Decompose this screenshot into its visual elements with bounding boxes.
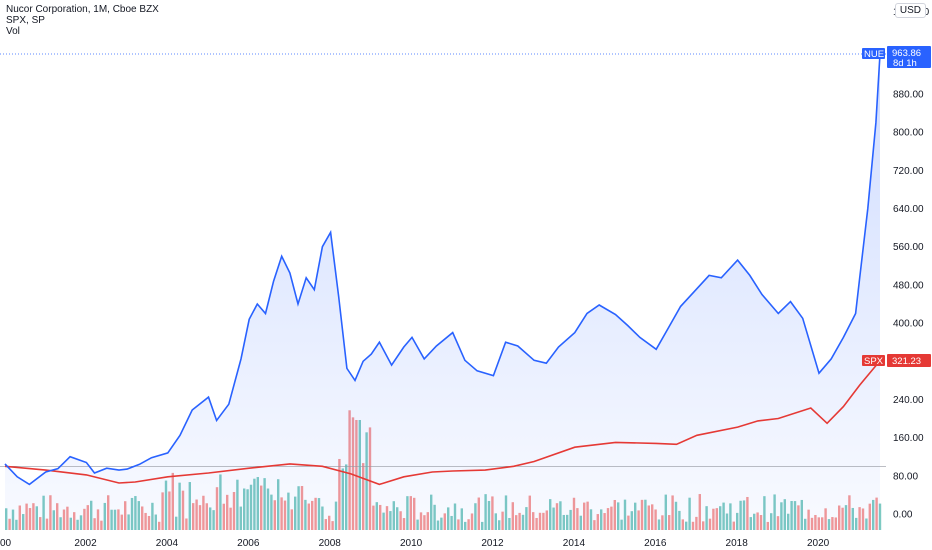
nue-area-fill bbox=[5, 54, 880, 530]
x-tick-label: 2008 bbox=[319, 538, 342, 549]
nue-countdown-text: 8d 1h bbox=[893, 58, 917, 69]
nue-price-badge bbox=[887, 46, 931, 68]
nue-price-text: 963.86 bbox=[892, 48, 921, 59]
x-tick-label: 2006 bbox=[237, 538, 260, 549]
x-tick-label: 2010 bbox=[400, 538, 423, 549]
y-tick-label: 80.00 bbox=[893, 471, 918, 482]
chart-legend: Nucor Corporation, 1M, Cboe BZX SPX, SP … bbox=[6, 4, 159, 37]
y-tick-label: 720.00 bbox=[893, 166, 924, 177]
x-tick-label: 2016 bbox=[644, 538, 667, 549]
x-tick-label: 2014 bbox=[563, 538, 586, 549]
y-tick-label: 640.00 bbox=[893, 204, 924, 215]
y-tick-label: 240.00 bbox=[893, 395, 924, 406]
nue-symbol-badge bbox=[862, 48, 885, 59]
x-tick-label: 00 bbox=[0, 538, 12, 549]
y-tick-label: 0.00 bbox=[893, 510, 913, 521]
x-tick-label: 2018 bbox=[726, 538, 749, 549]
y-tick-label: 880.00 bbox=[893, 90, 924, 101]
currency-button[interactable]: USD bbox=[894, 3, 926, 18]
y-tick-label: 160.00 bbox=[893, 433, 924, 444]
x-tick-label: 2002 bbox=[74, 538, 97, 549]
spx-price-text: 321.23 bbox=[892, 356, 921, 367]
spx-symbol-text: SPX bbox=[864, 356, 884, 367]
nue-series-line bbox=[4, 53, 881, 486]
compare-symbol-label: SPX, SP bbox=[6, 15, 45, 26]
y-tick-label: 400.00 bbox=[893, 319, 924, 330]
nue-symbol-text: NUE bbox=[864, 49, 884, 60]
volume-label: Vol bbox=[6, 26, 20, 37]
x-axis: 00 2002 2004 2006 2008 2010 2012 2014 2016 2018 20… bbox=[0, 538, 830, 549]
chart-title: Nucor Corporation, 1M, Cboe BZX bbox=[6, 4, 159, 15]
x-tick-label: 2004 bbox=[156, 538, 179, 549]
y-axis: 1040.00880.00800.00720.00640.00560.00480… bbox=[893, 7, 930, 521]
y-tick-label: 800.00 bbox=[893, 128, 924, 139]
x-tick-label: 2020 bbox=[807, 538, 830, 549]
spx-price-badge bbox=[887, 354, 931, 367]
y-tick-label: 480.00 bbox=[893, 280, 924, 291]
spx-series-line bbox=[4, 360, 881, 486]
y-tick-label: 560.00 bbox=[893, 242, 924, 253]
spx-symbol-badge bbox=[862, 355, 885, 366]
x-tick-label: 2012 bbox=[481, 538, 504, 549]
